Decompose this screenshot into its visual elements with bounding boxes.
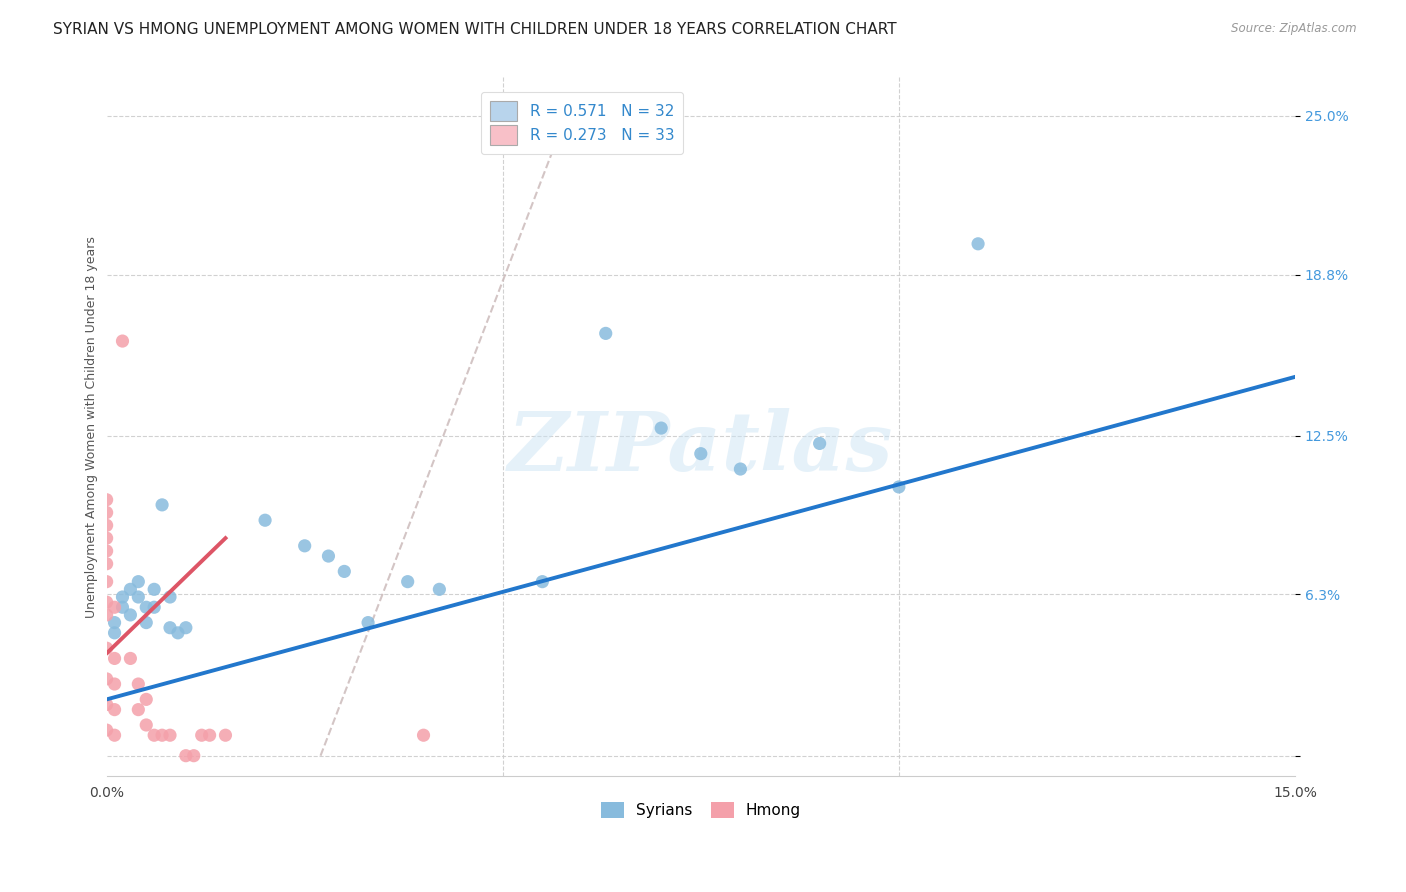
Point <box>650 421 672 435</box>
Point <box>111 600 134 615</box>
Point <box>96 544 118 558</box>
Point <box>103 677 125 691</box>
Point <box>254 513 277 527</box>
Point <box>103 600 125 615</box>
Point <box>127 574 149 589</box>
Point <box>427 582 450 597</box>
Point <box>135 615 157 630</box>
Point <box>967 236 990 251</box>
Point <box>150 728 173 742</box>
Text: Source: ZipAtlas.com: Source: ZipAtlas.com <box>1232 22 1357 36</box>
Point <box>103 651 125 665</box>
Point <box>111 334 134 348</box>
Point <box>103 728 125 742</box>
Point <box>143 600 166 615</box>
Point <box>96 557 118 571</box>
Text: SYRIAN VS HMONG UNEMPLOYMENT AMONG WOMEN WITH CHILDREN UNDER 18 YEARS CORRELATIO: SYRIAN VS HMONG UNEMPLOYMENT AMONG WOMEN… <box>53 22 897 37</box>
Point <box>143 582 166 597</box>
Point <box>887 480 910 494</box>
Point <box>167 625 190 640</box>
Point <box>127 590 149 604</box>
Legend: Syrians, Hmong: Syrians, Hmong <box>595 796 807 824</box>
Point <box>135 600 157 615</box>
Point <box>396 574 419 589</box>
Y-axis label: Unemployment Among Women with Children Under 18 years: Unemployment Among Women with Children U… <box>86 235 98 618</box>
Point <box>103 615 125 630</box>
Point <box>96 607 118 622</box>
Point <box>120 607 142 622</box>
Point <box>127 703 149 717</box>
Point <box>96 595 118 609</box>
Point <box>531 574 554 589</box>
Point <box>412 728 434 742</box>
Point <box>333 565 356 579</box>
Point <box>595 326 617 341</box>
Point <box>135 718 157 732</box>
Point <box>96 672 118 686</box>
Point <box>150 498 173 512</box>
Point <box>214 728 236 742</box>
Point <box>127 677 149 691</box>
Point <box>689 447 711 461</box>
Point <box>103 625 125 640</box>
Point <box>96 698 118 712</box>
Point <box>808 436 831 450</box>
Point <box>96 492 118 507</box>
Point <box>294 539 316 553</box>
Point <box>190 728 212 742</box>
Point <box>111 590 134 604</box>
Point <box>159 621 181 635</box>
Point <box>318 549 340 563</box>
Point <box>174 621 197 635</box>
Point <box>357 615 380 630</box>
Point <box>183 748 205 763</box>
Text: ZIPatlas: ZIPatlas <box>508 408 894 488</box>
Point <box>96 531 118 545</box>
Point <box>96 518 118 533</box>
Point <box>159 590 181 604</box>
Point <box>120 651 142 665</box>
Point <box>143 728 166 742</box>
Point <box>730 462 752 476</box>
Point <box>120 582 142 597</box>
Point <box>159 728 181 742</box>
Point <box>96 506 118 520</box>
Point <box>103 703 125 717</box>
Point <box>198 728 221 742</box>
Point <box>96 574 118 589</box>
Point <box>96 641 118 656</box>
Point <box>96 723 118 737</box>
Point <box>135 692 157 706</box>
Point <box>174 748 197 763</box>
